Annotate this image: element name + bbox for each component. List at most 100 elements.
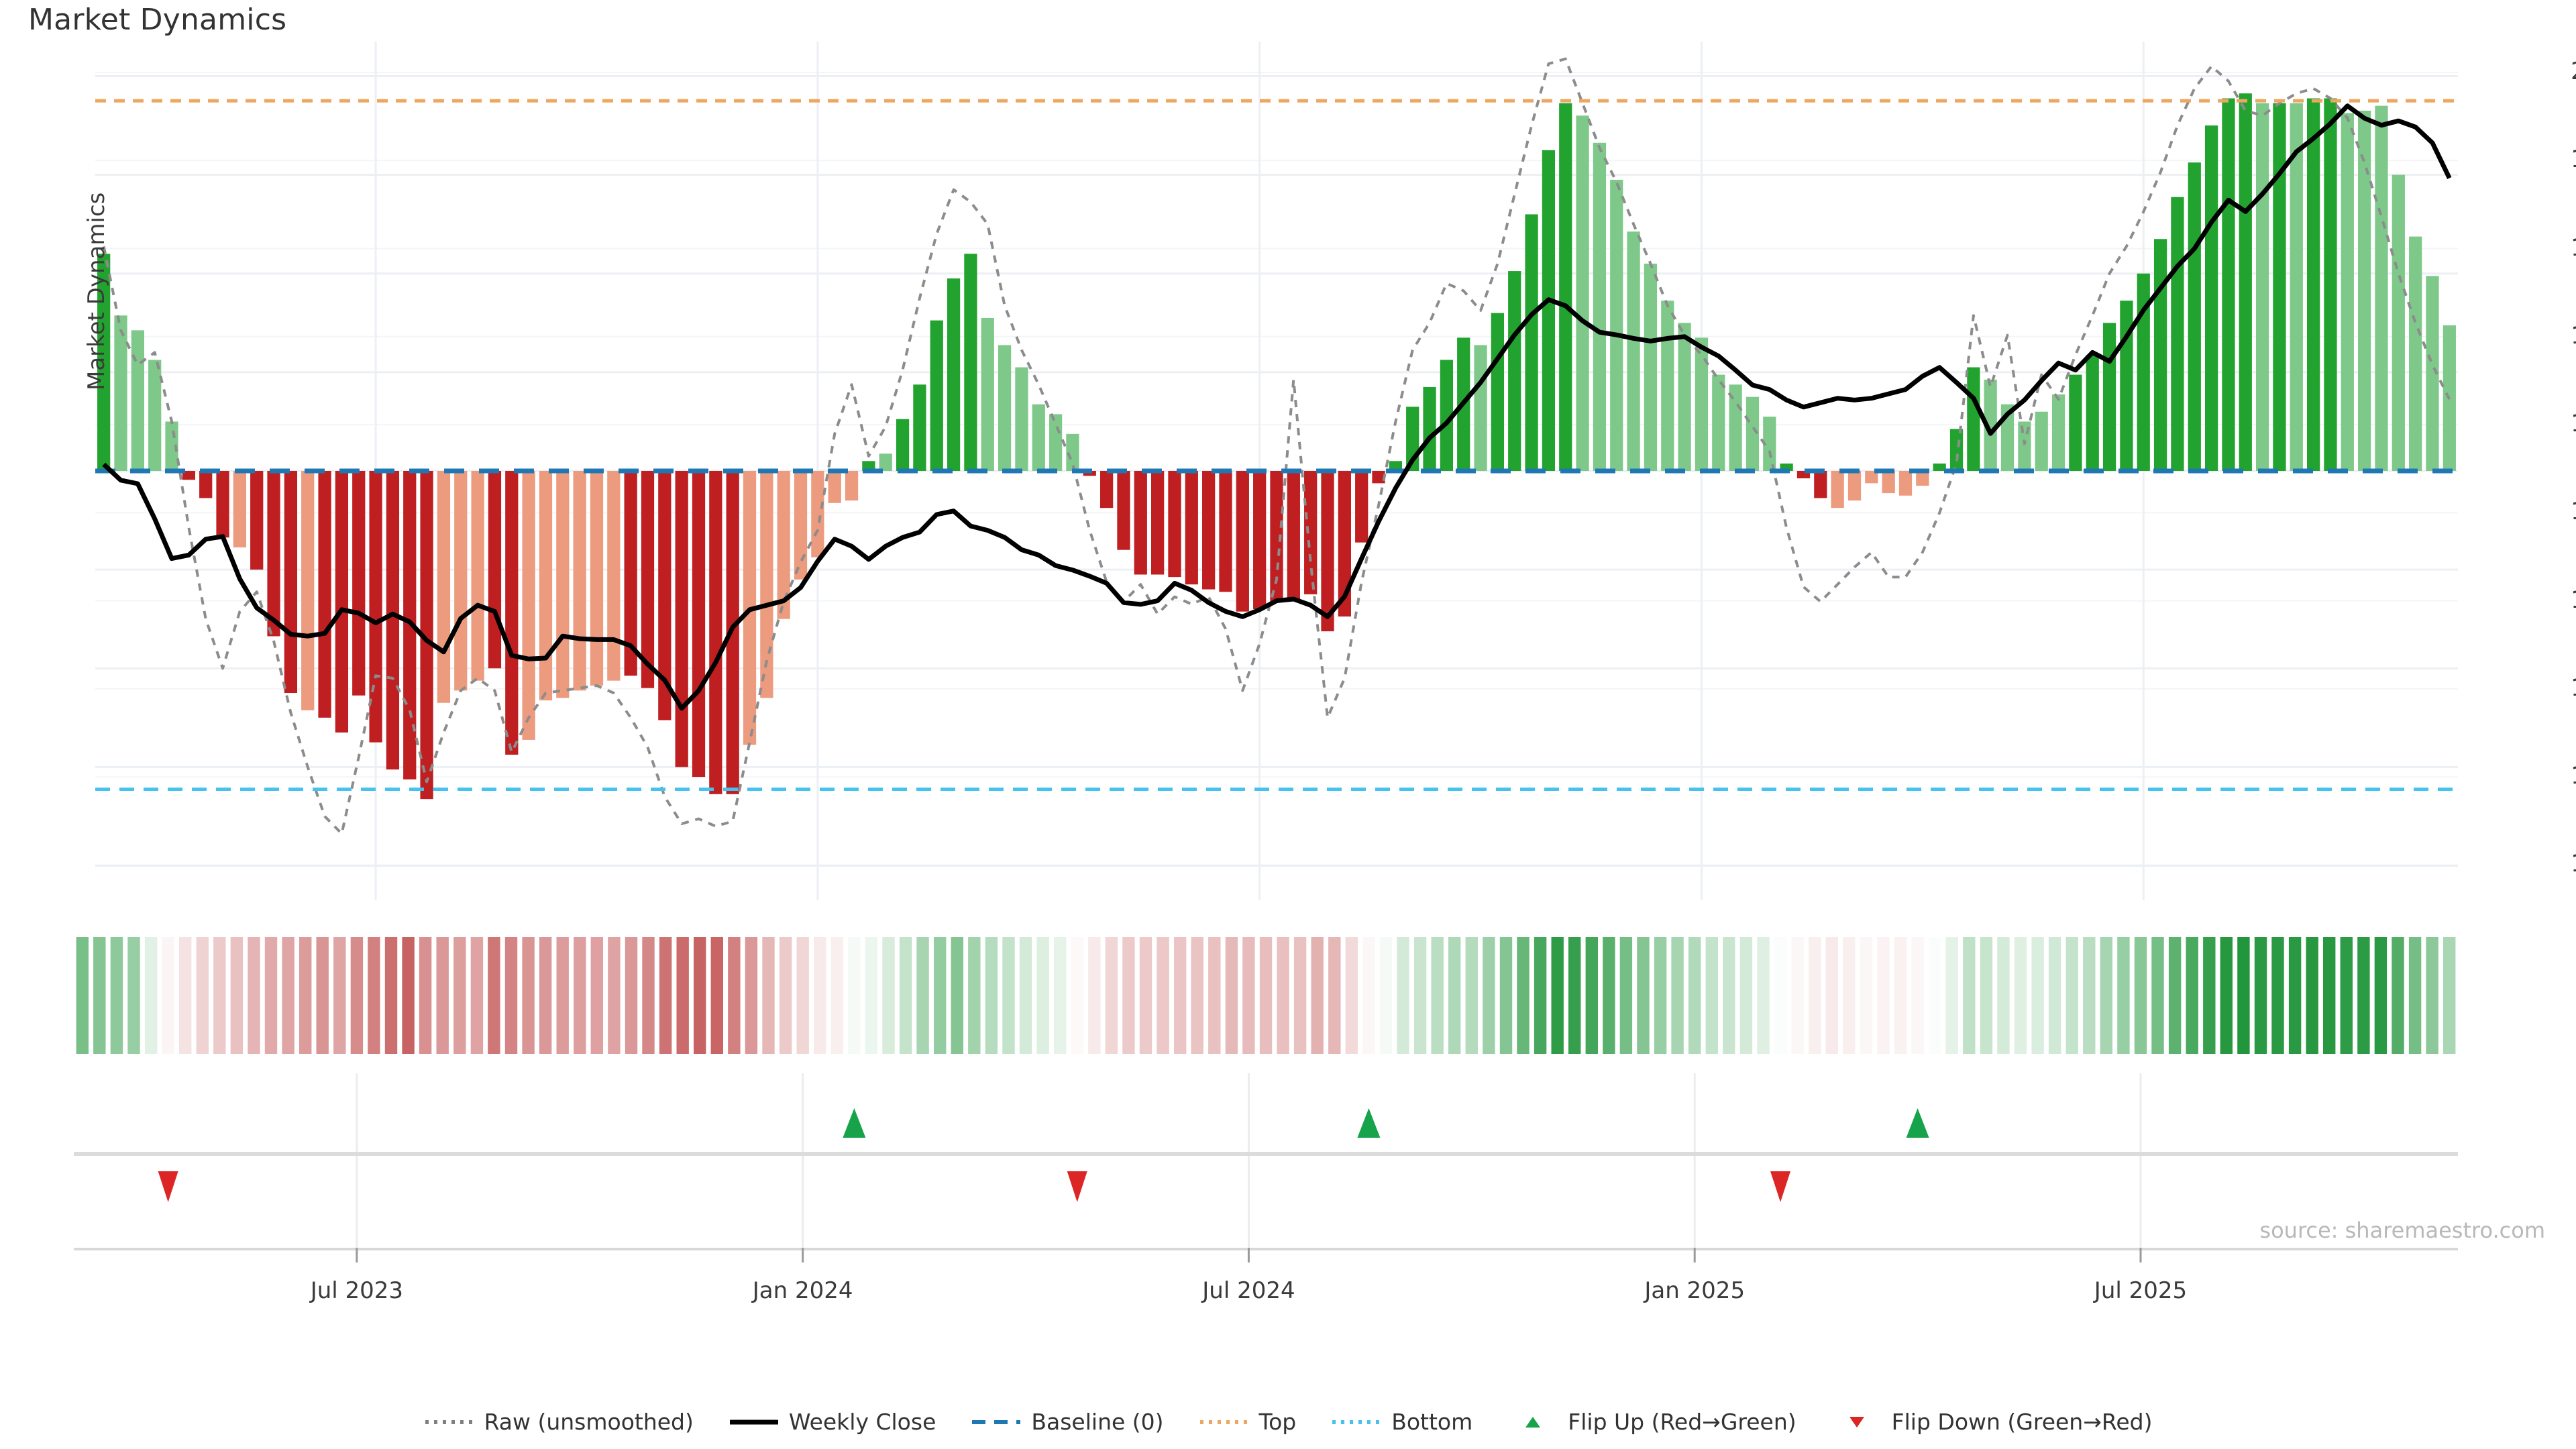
bar [2290,103,2303,471]
heat-cell [299,937,312,1054]
bar [1593,142,1607,471]
heat-cell [2323,937,2336,1054]
heat-cell [1311,937,1324,1054]
bar [420,471,433,800]
bar [250,471,264,570]
bar [114,315,127,471]
bar [1949,429,1964,471]
bar [2426,276,2439,471]
heat-cell [882,937,895,1054]
legend-item-baseline[interactable]: Baseline (0) [971,1409,1164,1435]
heat-cell [865,937,878,1054]
y-axis-right-tick: 12.00 [2571,762,2576,790]
heat-cell [144,937,158,1054]
heat-cell [2168,937,2182,1054]
heat-cell [2048,937,2061,1054]
heat-cell [2186,937,2198,1054]
bar [1508,271,1521,471]
bar [930,320,943,471]
bar [692,471,706,777]
heat-cell [76,937,89,1054]
bar [1898,471,1913,496]
heat-cell [1825,937,1838,1054]
bar [1831,471,1844,508]
flip-up-marker [1906,1108,1929,1138]
bar [777,471,790,619]
bar [862,461,875,471]
heat-cell [2100,937,2112,1054]
flip-marker-svg [74,1073,2458,1248]
heat-cell [968,937,981,1054]
bar [1015,367,1028,471]
heat-cell [2014,937,2027,1054]
legend-item-bottom[interactable]: Bottom [1331,1409,1472,1435]
heat-cell [2374,937,2387,1054]
heat-cell [1259,937,1273,1054]
heat-cell [1397,937,1409,1054]
bar [2392,174,2405,471]
heat-cell [934,937,947,1054]
heat-cell [213,937,226,1054]
bar [1304,471,1318,594]
heat-cell [814,937,826,1054]
heat-cell [1551,937,1564,1054]
bar [1099,471,1114,508]
legend-item-flip_up[interactable]: Flip Up (Red→Green) [1507,1409,1796,1435]
heat-cell [179,937,192,1054]
legend-swatch-raw [425,1419,474,1424]
heat-cell [2271,937,2284,1054]
legend-item-raw[interactable]: Raw (unsmoothed) [424,1409,694,1435]
heat-cell [1619,937,1633,1054]
bar [2324,98,2337,471]
heat-cell [127,937,140,1054]
bar [760,471,773,698]
heat-cell [1448,937,1461,1054]
legend-label-top: Top [1258,1409,1297,1435]
legend-item-flip_down[interactable]: Flip Down (Green→Red) [1831,1409,2152,1435]
legend-item-top[interactable]: Top [1199,1409,1297,1435]
heat-cell [402,937,415,1054]
heat-cell [1225,937,1238,1054]
x-axis-tick-label: Jul 2025 [2094,1277,2188,1304]
heat-cell [2203,937,2216,1054]
bar [2255,103,2269,471]
bar [97,254,111,471]
bar [2222,98,2235,471]
heat-cell [522,937,535,1054]
bar [1916,471,1929,486]
heat-cell [2117,937,2130,1054]
bar [2153,239,2167,471]
legend-swatch-close [729,1419,778,1424]
heat-cell [1122,937,1135,1054]
bar [845,471,859,501]
heat-cell [1362,937,1375,1054]
legend-label-close: Weekly Close [788,1409,936,1435]
bar [1627,231,1640,471]
heat-strip-svg [76,937,2456,1054]
bar [2375,105,2388,471]
bar [2035,411,2048,471]
y-axis-right-tick: 13.00 [2571,674,2576,702]
heat-cell [694,937,706,1054]
heat-cell [1174,937,1187,1054]
heat-cell [745,937,758,1054]
bar [1440,360,1454,471]
bar [1780,463,1793,471]
heat-cell [1739,937,1753,1054]
bar [233,471,247,548]
heat-cell [1877,937,1890,1054]
heat-cell [916,937,929,1054]
bar [131,330,144,471]
heat-cell [1139,937,1152,1054]
heat-cell [436,937,449,1054]
heat-cell [333,937,346,1054]
bar [1202,471,1216,590]
heat-cell [2083,937,2096,1054]
heat-cell [162,937,174,1054]
heat-cell [2340,937,2353,1054]
heat-cell [1534,937,1547,1054]
heat-cell [2031,937,2044,1054]
regime-heat-strip [74,934,2458,1057]
bar [1678,323,1691,471]
legend-item-close[interactable]: Weekly Close [729,1409,936,1435]
